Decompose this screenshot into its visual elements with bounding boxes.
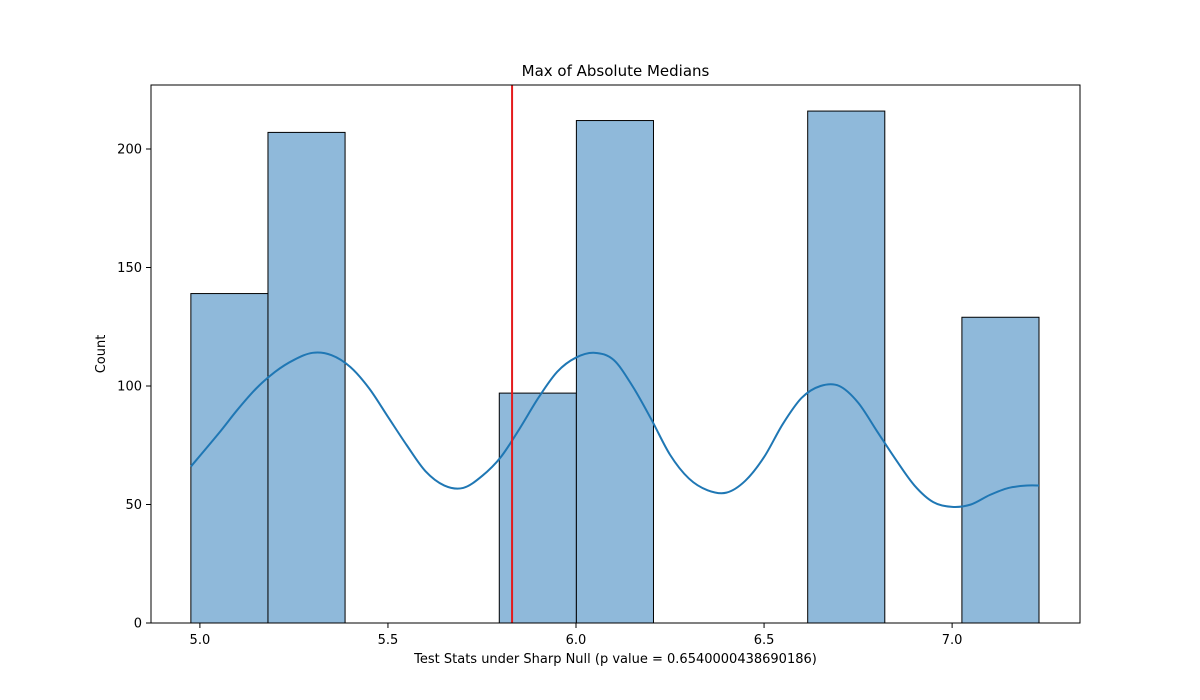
histogram-bar <box>190 293 269 624</box>
x-tick-label: 5.5 <box>378 633 399 648</box>
kde-curve <box>190 351 1040 508</box>
histogram-bar <box>961 316 1040 624</box>
x-axis-ticks: 5.0 5.5 6.0 6.5 7.0 <box>190 623 963 648</box>
y-tick-label: 100 <box>117 379 142 394</box>
histogram-bar <box>807 110 886 624</box>
chart-title: Max of Absolute Medians <box>522 62 710 80</box>
x-axis-label: Test Stats under Sharp Null (p value = 0… <box>413 652 817 667</box>
x-tick-label: 7.0 <box>942 633 963 648</box>
x-tick-label: 6.0 <box>566 633 587 648</box>
y-axis-label: Count <box>94 335 109 374</box>
y-axis-ticks: 0 50 100 150 200 <box>117 142 151 632</box>
axes-frame <box>150 84 1081 624</box>
histogram-bar <box>575 120 654 624</box>
y-tick-label: 50 <box>125 498 142 513</box>
y-tick-label: 150 <box>117 261 142 276</box>
y-tick-label: 200 <box>117 142 142 157</box>
y-tick-label: 0 <box>134 617 142 632</box>
histogram-bars <box>190 110 1040 624</box>
x-tick-label: 5.0 <box>190 633 211 648</box>
x-tick-label: 6.5 <box>754 633 775 648</box>
histogram-bar <box>267 131 346 624</box>
histogram-bar <box>498 392 577 624</box>
